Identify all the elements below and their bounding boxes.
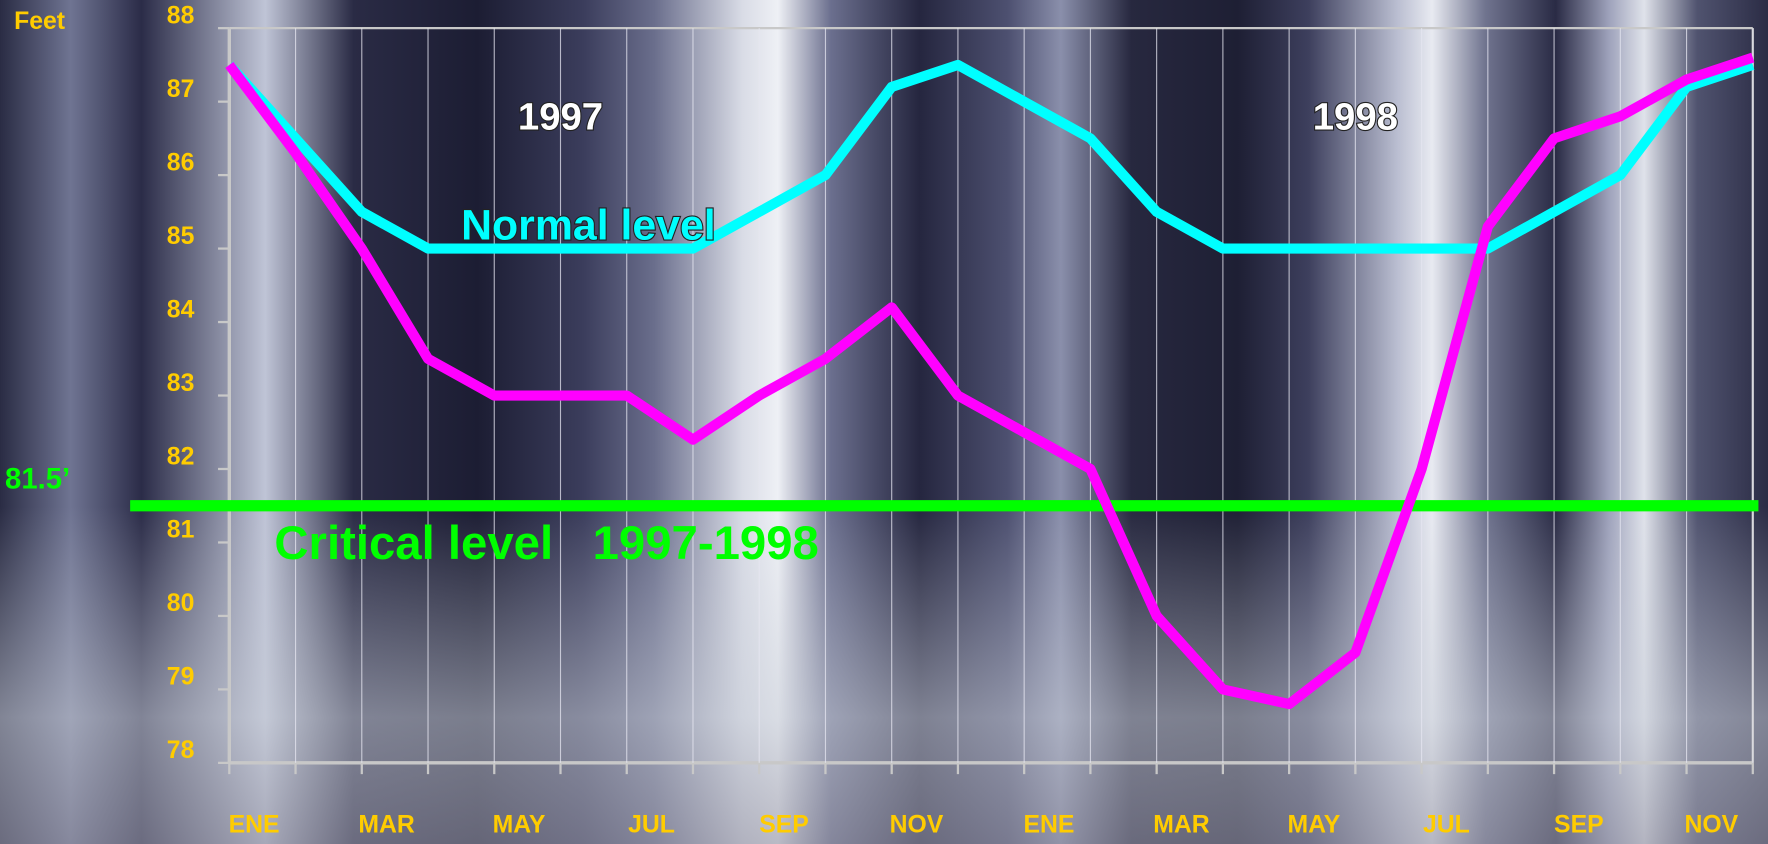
year-label: 1998 bbox=[1313, 96, 1398, 139]
x-tick-label: SEP bbox=[759, 812, 809, 839]
x-tick-label: JUL bbox=[1423, 812, 1470, 839]
year-label: 1997 bbox=[518, 96, 603, 139]
y-tick-label: 84 bbox=[167, 296, 195, 323]
y-tick-label: 81 bbox=[167, 517, 195, 544]
y-tick-label: 86 bbox=[167, 149, 195, 176]
y-tick-label: 79 bbox=[167, 664, 195, 691]
x-tick-label: NOV bbox=[890, 812, 944, 839]
critical-label: Critical level 1997-1998 bbox=[274, 517, 818, 570]
y-axis-label: Feet bbox=[14, 8, 65, 35]
y-tick-label: 85 bbox=[167, 223, 195, 250]
x-tick-label: MAY bbox=[1288, 812, 1341, 839]
x-tick-label: MAY bbox=[493, 812, 546, 839]
x-tick-label: ENE bbox=[1023, 812, 1074, 839]
critical-value-label: 81.5’ bbox=[5, 463, 70, 496]
series-label: Normal level bbox=[461, 202, 716, 250]
chart: Feet ENE MAR MAY JUL SEP NOV ENE MAR MAY JUL SEP NO… bbox=[0, 0, 1768, 844]
x-tick-label: MAR bbox=[358, 812, 415, 839]
series-line bbox=[229, 58, 1752, 705]
x-tick-label: MAR bbox=[1153, 812, 1210, 839]
y-tick-label: 88 bbox=[167, 2, 195, 29]
page: Feet ENE MAR MAY JUL SEP NOV ENE MAR MAY JUL SEP NO… bbox=[0, 0, 1768, 844]
y-tick-label: 80 bbox=[167, 590, 195, 617]
x-tick-label: JUL bbox=[628, 812, 675, 839]
y-tick-label: 87 bbox=[167, 76, 195, 103]
x-tick-label: NOV bbox=[1684, 812, 1738, 839]
x-tick-label: SEP bbox=[1554, 812, 1604, 839]
series-line bbox=[229, 65, 1752, 249]
y-tick-label: 83 bbox=[167, 370, 195, 397]
y-tick-label: 78 bbox=[167, 737, 195, 764]
x-tick-label: ENE bbox=[229, 812, 280, 839]
y-tick-label: 82 bbox=[167, 443, 195, 470]
